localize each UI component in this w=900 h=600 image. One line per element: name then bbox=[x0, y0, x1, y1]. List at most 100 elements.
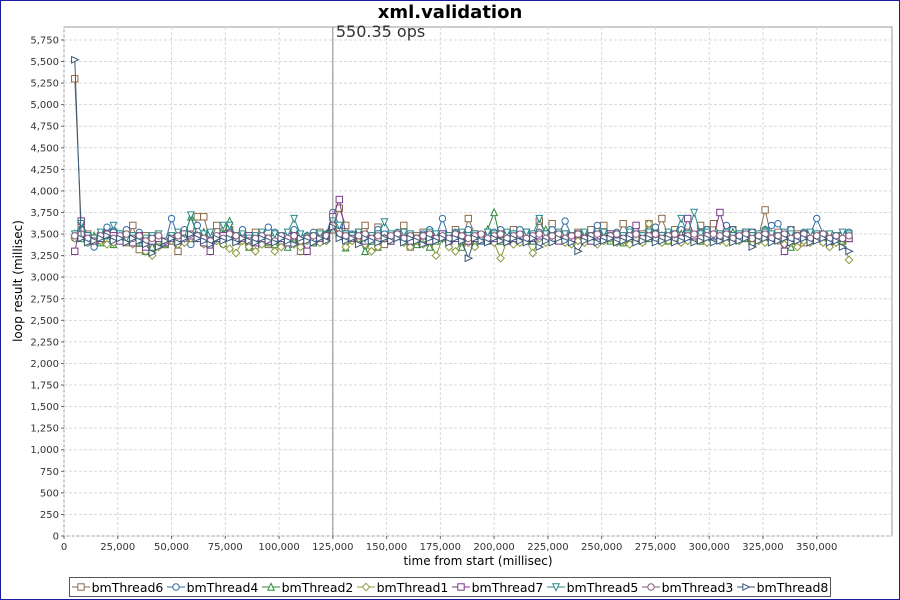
data-point bbox=[600, 221, 608, 230]
data-point bbox=[103, 231, 112, 240]
data-point bbox=[374, 232, 382, 240]
data-point bbox=[819, 234, 829, 243]
data-point bbox=[471, 234, 480, 243]
y-tick-label: 2,500 bbox=[30, 316, 59, 327]
data-point bbox=[696, 230, 705, 239]
data-point bbox=[129, 221, 137, 230]
data-point bbox=[792, 242, 802, 252]
data-point bbox=[677, 236, 687, 245]
data-point bbox=[200, 236, 209, 245]
legend-swatch bbox=[451, 583, 470, 591]
data-point bbox=[767, 230, 776, 239]
data-point bbox=[516, 236, 525, 245]
data-point bbox=[206, 247, 214, 256]
x-tick-label: 25,000 bbox=[100, 542, 135, 553]
data-point bbox=[548, 238, 558, 247]
data-point bbox=[264, 236, 274, 245]
legend-swatch bbox=[356, 582, 375, 592]
data-point bbox=[271, 238, 280, 247]
legend-item: bmThread5 bbox=[546, 580, 638, 595]
data-point bbox=[496, 253, 505, 263]
data-point bbox=[645, 234, 654, 243]
y-tick-label: 3,750 bbox=[30, 208, 59, 219]
data-point bbox=[451, 234, 461, 243]
x-tick-label: 350,000 bbox=[796, 542, 837, 553]
data-point bbox=[354, 240, 364, 249]
data-point bbox=[786, 230, 795, 239]
y-tick-label: 2,750 bbox=[30, 294, 59, 305]
data-point bbox=[425, 242, 434, 251]
data-point bbox=[825, 230, 834, 239]
data-point bbox=[309, 238, 319, 247]
data-point bbox=[186, 211, 195, 220]
data-point bbox=[767, 238, 777, 247]
x-tick-label: 0 bbox=[61, 542, 67, 553]
y-tick-label: 3,250 bbox=[30, 251, 59, 262]
data-point bbox=[600, 236, 609, 245]
data-point bbox=[77, 234, 87, 243]
y-tick-label: 250 bbox=[40, 510, 59, 521]
data-point bbox=[335, 221, 344, 231]
legend-swatch bbox=[736, 583, 755, 591]
data-point bbox=[529, 234, 538, 243]
data-point bbox=[477, 230, 485, 238]
data-point bbox=[748, 243, 758, 251]
data-point bbox=[458, 236, 467, 245]
data-point bbox=[671, 230, 679, 238]
data-point bbox=[322, 236, 332, 245]
data-point bbox=[167, 214, 176, 223]
data-point bbox=[290, 232, 298, 240]
data-point bbox=[193, 213, 202, 221]
data-point bbox=[438, 234, 448, 243]
data-point bbox=[251, 246, 260, 256]
data-point bbox=[477, 236, 487, 245]
data-point bbox=[264, 223, 273, 231]
data-point bbox=[341, 242, 351, 252]
data-point bbox=[535, 214, 544, 224]
data-point bbox=[528, 248, 538, 258]
data-point bbox=[361, 221, 369, 230]
data-point bbox=[722, 234, 732, 243]
data-point bbox=[419, 232, 427, 240]
data-point bbox=[277, 234, 287, 243]
data-point bbox=[761, 234, 771, 243]
data-point bbox=[735, 236, 745, 245]
data-point bbox=[613, 238, 622, 247]
data-point bbox=[813, 236, 822, 245]
data-point bbox=[464, 254, 474, 263]
data-point bbox=[838, 243, 848, 251]
data-point bbox=[638, 236, 648, 245]
data-point bbox=[690, 230, 698, 238]
data-point bbox=[838, 228, 847, 238]
data-point bbox=[405, 242, 415, 252]
data-point bbox=[709, 238, 719, 247]
legend-item: bmThread1 bbox=[356, 580, 448, 595]
data-point bbox=[399, 228, 408, 238]
legend-marker bbox=[646, 583, 655, 591]
data-point bbox=[574, 230, 582, 238]
data-point bbox=[296, 230, 305, 239]
data-point bbox=[516, 230, 524, 238]
data-point bbox=[496, 230, 505, 238]
data-point bbox=[696, 236, 706, 245]
legend-item: bmThread8 bbox=[736, 580, 828, 595]
data-point bbox=[548, 226, 556, 234]
data-point bbox=[780, 247, 789, 256]
data-point bbox=[413, 236, 422, 245]
data-point bbox=[135, 236, 145, 245]
data-point bbox=[71, 232, 79, 240]
y-tick-label: 5,750 bbox=[30, 35, 59, 46]
data-point bbox=[419, 240, 429, 249]
data-point bbox=[522, 238, 532, 247]
data-point bbox=[83, 238, 93, 247]
data-point bbox=[535, 230, 543, 238]
data-point bbox=[780, 234, 790, 243]
data-point bbox=[683, 234, 693, 243]
data-point bbox=[283, 228, 292, 238]
series-layer bbox=[70, 55, 854, 265]
data-point bbox=[613, 230, 621, 238]
data-point bbox=[632, 230, 640, 238]
data-point bbox=[122, 238, 132, 247]
data-point bbox=[342, 236, 351, 245]
data-point bbox=[425, 234, 435, 243]
